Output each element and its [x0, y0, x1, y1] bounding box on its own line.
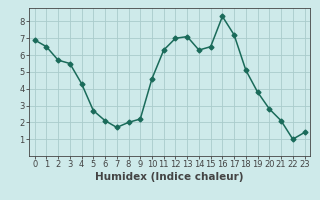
- X-axis label: Humidex (Indice chaleur): Humidex (Indice chaleur): [95, 172, 244, 182]
